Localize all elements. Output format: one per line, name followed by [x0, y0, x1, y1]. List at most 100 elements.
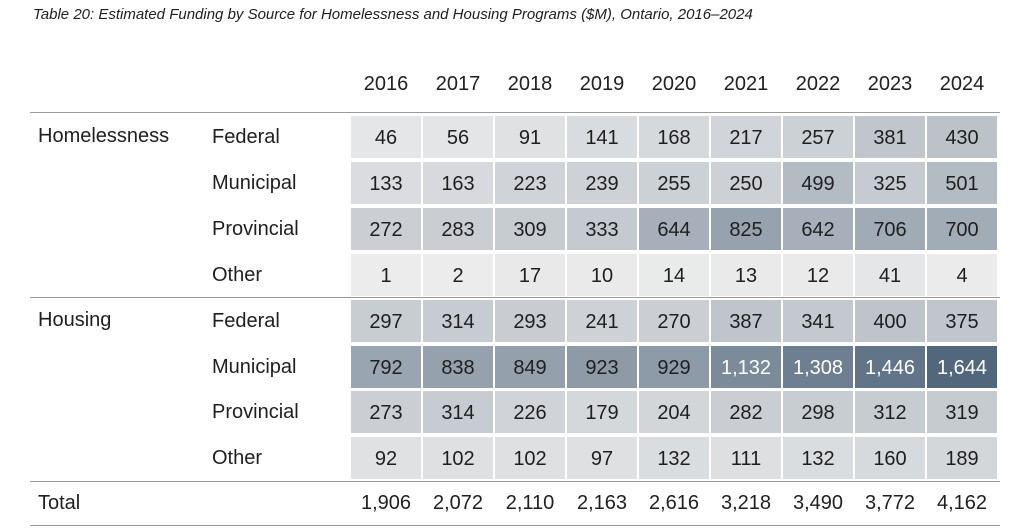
table-cell: 41 — [854, 252, 926, 297]
table-cell: 14 — [638, 252, 710, 297]
table-cell: 97 — [566, 436, 638, 481]
table-cell: 333 — [566, 206, 638, 251]
rule-total-top — [30, 481, 1000, 482]
column-header: 2018 — [507, 73, 553, 95]
column-header: 2024 — [939, 73, 985, 95]
table-cell: 239 — [566, 160, 638, 205]
column-header: 2021 — [723, 73, 769, 95]
table-cell: 91 — [494, 115, 566, 159]
table-cell: 111 — [710, 436, 782, 481]
table-cell: 141 — [566, 115, 638, 159]
table-cell: 102 — [494, 436, 566, 481]
table-cell: 1,446 — [854, 344, 926, 389]
table-cell: 499 — [782, 160, 854, 205]
table-cell: 241 — [566, 298, 638, 343]
table-cell: 706 — [854, 206, 926, 251]
table-cell: 1,644 — [926, 344, 998, 389]
group-label: Housing — [38, 308, 112, 331]
table-cell: 314 — [422, 298, 494, 343]
table-cell: 923 — [566, 344, 638, 389]
table-cell: 189 — [926, 436, 998, 481]
source-label: Municipal — [212, 355, 297, 378]
table-cell: 1,308 — [782, 344, 854, 389]
table-cell: 849 — [494, 344, 566, 389]
rule-top — [30, 112, 1000, 113]
source-label: Municipal — [212, 171, 297, 194]
table-cell: 160 — [854, 436, 926, 481]
total-cell: 1,906 — [360, 492, 412, 514]
table-cell: 700 — [926, 206, 998, 251]
table-cell: 133 — [350, 160, 422, 205]
table-cell: 314 — [422, 390, 494, 435]
column-header: 2022 — [795, 73, 841, 95]
source-label: Provincial — [212, 401, 299, 424]
table-cell: 17 — [494, 252, 566, 297]
table-cell: 293 — [494, 298, 566, 343]
rule-bottom — [30, 525, 1000, 526]
table-cell: 92 — [350, 436, 422, 481]
table-cell: 501 — [926, 160, 998, 205]
table-cell: 309 — [494, 206, 566, 251]
table-cell: 217 — [710, 115, 782, 159]
total-cell: 3,772 — [864, 492, 916, 514]
table-cell: 792 — [350, 344, 422, 389]
table-cell: 46 — [350, 115, 422, 159]
table-cell: 257 — [782, 115, 854, 159]
total-cell: 2,110 — [505, 492, 555, 514]
table-cell: 825 — [710, 206, 782, 251]
table-cell: 642 — [782, 206, 854, 251]
total-label: Total — [38, 492, 81, 514]
table-cell: 400 — [854, 298, 926, 343]
table-cell: 204 — [638, 390, 710, 435]
table-cell: 10 — [566, 252, 638, 297]
table-cell: 387 — [710, 298, 782, 343]
table-cell: 838 — [422, 344, 494, 389]
column-header: 2023 — [867, 73, 913, 95]
total-cell: 2,616 — [648, 492, 700, 514]
table-cell: 273 — [350, 390, 422, 435]
table-cell: 4 — [926, 252, 998, 297]
table-cell: 325 — [854, 160, 926, 205]
total-cell: 2,072 — [432, 492, 484, 514]
total-cell: 2,163 — [576, 492, 628, 514]
table-cell: 929 — [638, 344, 710, 389]
table-cell: 312 — [854, 390, 926, 435]
table-cell: 179 — [566, 390, 638, 435]
table-cell: 13 — [710, 252, 782, 297]
source-label: Other — [212, 447, 263, 470]
table-cell: 168 — [638, 115, 710, 159]
table-cell: 282 — [710, 390, 782, 435]
table-cell: 283 — [422, 206, 494, 251]
total-cell: 3,218 — [720, 492, 772, 514]
rule-mid — [30, 297, 1000, 298]
total-cell: 4,162 — [936, 492, 988, 514]
column-header: 2017 — [435, 73, 481, 95]
table-cell: 223 — [494, 160, 566, 205]
table-cell: 12 — [782, 252, 854, 297]
table-cell: 297 — [350, 298, 422, 343]
table-cell: 341 — [782, 298, 854, 343]
table-cell: 132 — [782, 436, 854, 481]
table-cell: 319 — [926, 390, 998, 435]
source-label: Federal — [212, 309, 280, 332]
source-label: Other — [212, 263, 263, 286]
source-label: Provincial — [212, 217, 299, 240]
table-cell: 1,132 — [710, 344, 782, 389]
table-title: Table 20: Estimated Funding by Source fo… — [33, 6, 753, 23]
table-cell: 272 — [350, 206, 422, 251]
total-cell: 3,490 — [792, 492, 844, 514]
column-header: 2016 — [363, 73, 409, 95]
column-header: 2020 — [651, 73, 697, 95]
table-cell: 255 — [638, 160, 710, 205]
table-cell: 644 — [638, 206, 710, 251]
column-header: 2019 — [579, 73, 625, 95]
table-cell: 226 — [494, 390, 566, 435]
table-cell: 102 — [422, 436, 494, 481]
table-cell: 56 — [422, 115, 494, 159]
table-cell: 132 — [638, 436, 710, 481]
table-cell: 298 — [782, 390, 854, 435]
group-label: Homelessness — [38, 125, 170, 147]
table-cell: 1 — [350, 252, 422, 297]
source-label: Federal — [212, 126, 280, 148]
table-cell: 270 — [638, 298, 710, 343]
